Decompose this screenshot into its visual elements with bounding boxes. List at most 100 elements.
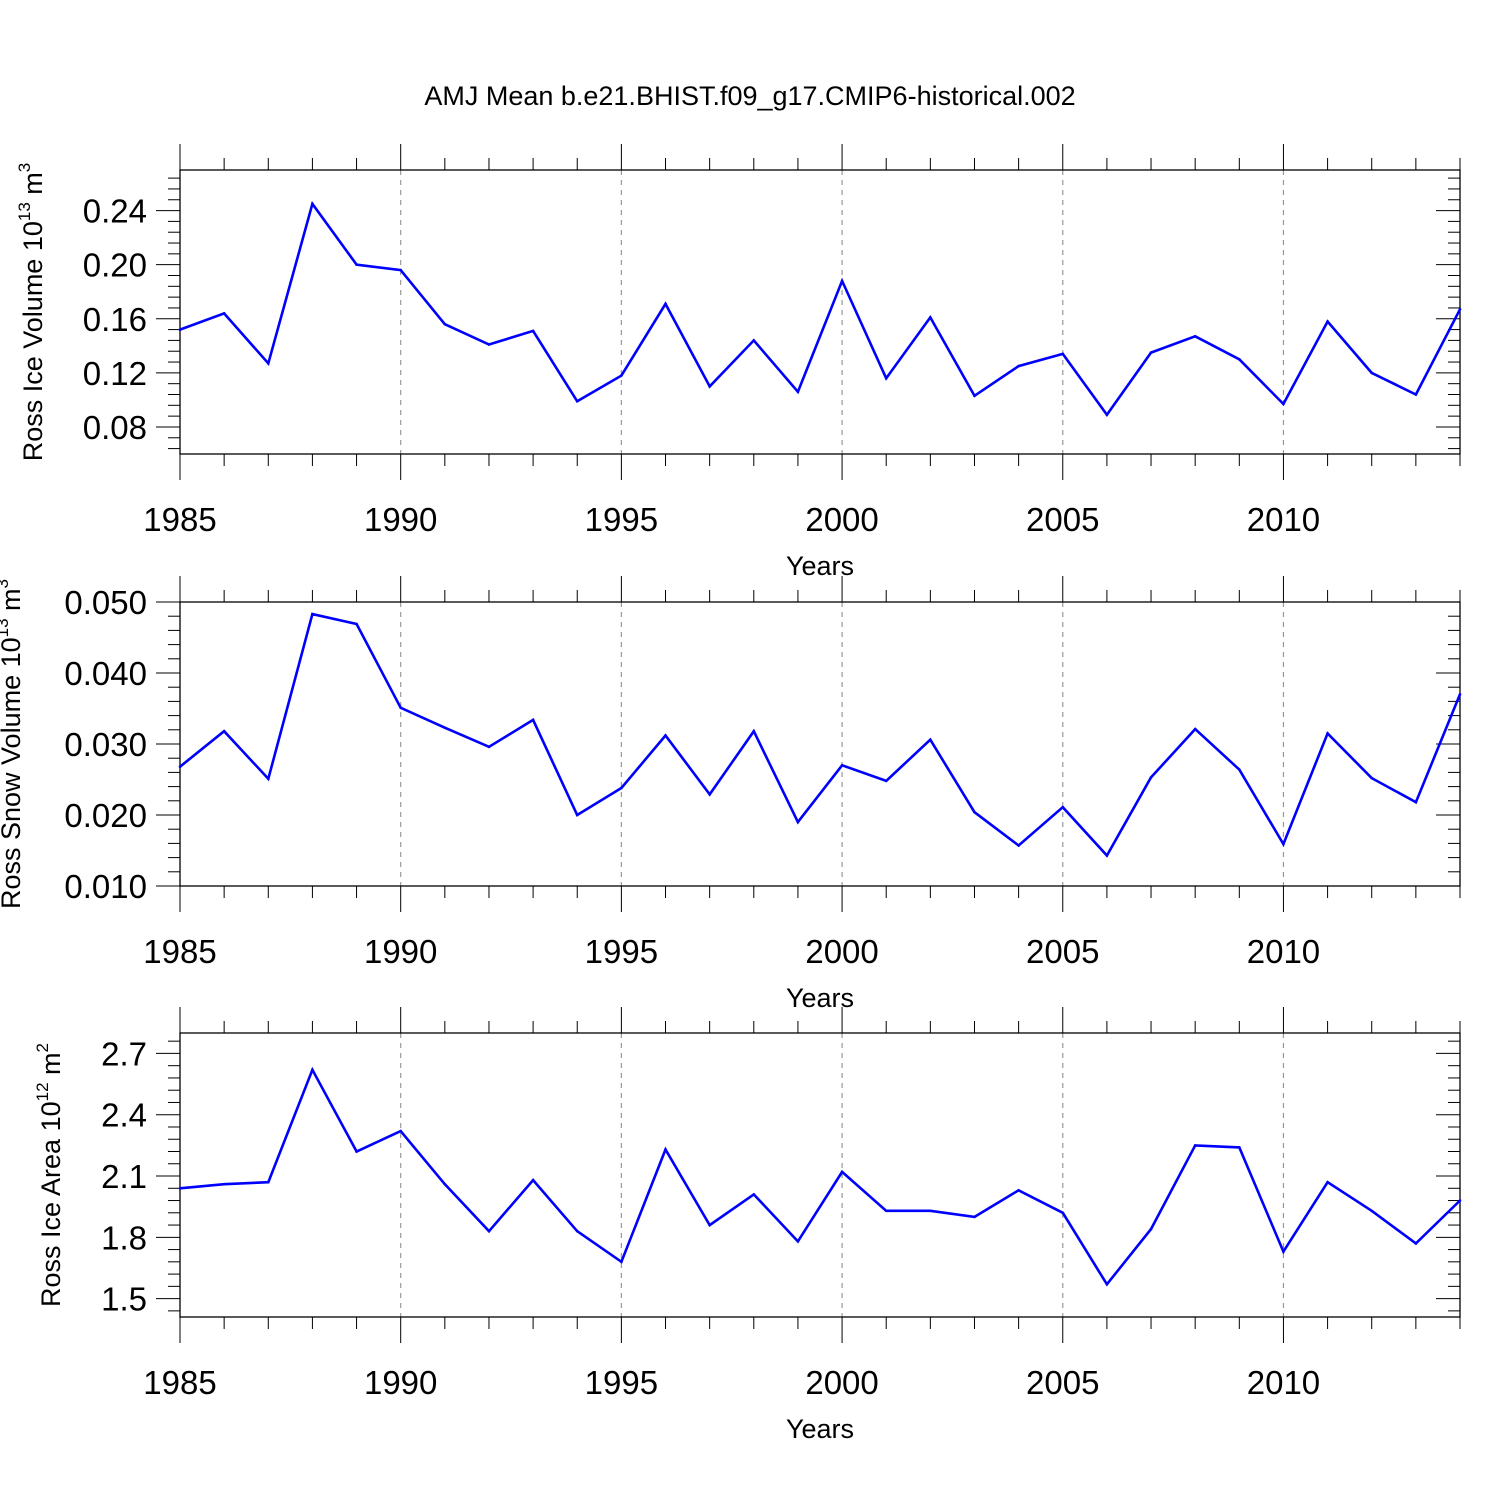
data-point bbox=[1458, 307, 1462, 311]
y-axis-label-exponent: 13 bbox=[0, 618, 12, 637]
data-point bbox=[840, 764, 844, 767]
data-point bbox=[884, 376, 888, 380]
data-point bbox=[973, 1215, 976, 1219]
data-point bbox=[840, 279, 844, 283]
data-point bbox=[973, 394, 976, 398]
data-point bbox=[531, 1178, 535, 1182]
data-point bbox=[1017, 364, 1020, 368]
x-tick-label: 2010 bbox=[1247, 501, 1320, 538]
data-point bbox=[355, 263, 358, 266]
data-point bbox=[222, 312, 226, 315]
data-point bbox=[1238, 1146, 1241, 1149]
data-point bbox=[1061, 805, 1065, 809]
x-tick-label: 1985 bbox=[143, 933, 216, 970]
x-tick-label: 1990 bbox=[364, 501, 437, 538]
data-point bbox=[1238, 358, 1241, 361]
data-point bbox=[311, 612, 314, 616]
data-point bbox=[266, 362, 270, 365]
x-axis-label: Years bbox=[786, 983, 854, 1013]
data-point bbox=[487, 745, 491, 749]
data-point bbox=[575, 813, 579, 817]
data-point bbox=[178, 1186, 182, 1190]
y-tick-label: 0.24 bbox=[83, 193, 147, 230]
data-point bbox=[1238, 768, 1241, 771]
x-tick-label: 1995 bbox=[585, 933, 658, 970]
x-tick-label: 2000 bbox=[805, 1364, 878, 1401]
x-axis-label: Years bbox=[786, 1414, 854, 1444]
data-point bbox=[266, 1180, 270, 1184]
data-point bbox=[752, 339, 756, 342]
data-point bbox=[1105, 413, 1109, 417]
plot-frame bbox=[179, 1032, 1461, 1318]
y-axis-label-exponent: 13 bbox=[15, 202, 34, 221]
y-tick-label: 0.12 bbox=[83, 355, 147, 392]
series-line bbox=[179, 612, 1462, 858]
data-point bbox=[752, 729, 756, 733]
y-tick-label: 0.20 bbox=[83, 247, 147, 284]
y-tick-label: 0.040 bbox=[64, 655, 147, 692]
y-axis-label-text: Ross Ice Area 10 bbox=[36, 1101, 66, 1307]
data-point bbox=[531, 718, 535, 722]
x-axis-label: Years bbox=[786, 551, 854, 581]
data-point bbox=[620, 1260, 623, 1264]
panels: 1985 1990 1995 2000 2005 2010 Years 0.08 0.12 0.1… bbox=[0, 144, 1462, 1444]
data-point bbox=[1149, 351, 1153, 354]
y-axis-label-text: Ross Snow Volume 10 bbox=[0, 637, 26, 909]
data-point bbox=[1105, 1283, 1109, 1286]
y-tick-label: 1.8 bbox=[101, 1219, 147, 1256]
data-point bbox=[575, 399, 579, 403]
y-tick-label: 2.4 bbox=[101, 1097, 147, 1134]
y-axis-label: Ross Ice Area 1012 m2 bbox=[33, 1043, 66, 1307]
data-point bbox=[355, 1150, 358, 1153]
y-axis-label: Ross Ice Volume 1013 m3 bbox=[15, 163, 48, 462]
y-tick-label: 0.16 bbox=[83, 301, 147, 338]
data-point bbox=[620, 374, 623, 377]
data-point bbox=[1370, 776, 1374, 780]
data-point bbox=[1017, 844, 1020, 847]
x-tick-label: 2010 bbox=[1247, 933, 1320, 970]
y-axis-label-unit-exponent: 2 bbox=[33, 1043, 52, 1052]
data-point bbox=[796, 1240, 800, 1243]
data-point bbox=[1282, 842, 1285, 846]
y-axis-label-unit-exponent: 3 bbox=[15, 163, 34, 172]
data-point bbox=[884, 1209, 888, 1213]
data-point bbox=[1326, 732, 1329, 735]
data-point bbox=[1414, 1242, 1418, 1245]
data-point bbox=[1458, 693, 1462, 696]
data-point bbox=[1061, 1211, 1065, 1215]
data-point bbox=[1282, 402, 1285, 406]
x-tick-label: 2005 bbox=[1026, 501, 1099, 538]
data-point bbox=[929, 738, 932, 742]
data-point bbox=[1282, 1250, 1285, 1253]
data-point bbox=[796, 390, 800, 394]
series-line bbox=[179, 1066, 1461, 1287]
data-point bbox=[1193, 1144, 1197, 1147]
y-tick-label: 0.08 bbox=[83, 409, 147, 446]
data-point bbox=[531, 329, 535, 333]
x-tick-label: 2010 bbox=[1247, 1364, 1320, 1401]
data-point bbox=[664, 1148, 667, 1151]
data-point bbox=[1370, 1209, 1374, 1213]
x-tick-label: 2005 bbox=[1026, 1364, 1099, 1401]
data-point bbox=[399, 1129, 402, 1133]
y-axis-label-text: Ross Ice Volume 10 bbox=[18, 221, 48, 461]
data-point bbox=[664, 734, 667, 737]
data-point bbox=[840, 1170, 844, 1174]
y-axis-label: Ross Snow Volume 1013 m3 bbox=[0, 579, 26, 909]
y-tick-label: 0.050 bbox=[64, 584, 147, 621]
data-point bbox=[443, 1182, 447, 1186]
y-tick-label: 0.030 bbox=[64, 726, 147, 763]
chart-panel-3: 1985 1990 1995 2000 2005 2010 Years 1.5 1.8 2.1 2.… bbox=[33, 1007, 1462, 1444]
data-point bbox=[1061, 352, 1065, 356]
data-point bbox=[1458, 1199, 1462, 1202]
data-point bbox=[1326, 1180, 1329, 1184]
x-tick-label: 1985 bbox=[143, 1364, 216, 1401]
y-tick-label: 0.020 bbox=[64, 797, 147, 834]
y-axis-label-exponent: 12 bbox=[33, 1082, 52, 1101]
data-point bbox=[708, 1223, 711, 1227]
data-point bbox=[1193, 335, 1197, 338]
data-point bbox=[311, 1068, 314, 1072]
data-point bbox=[575, 1229, 579, 1233]
